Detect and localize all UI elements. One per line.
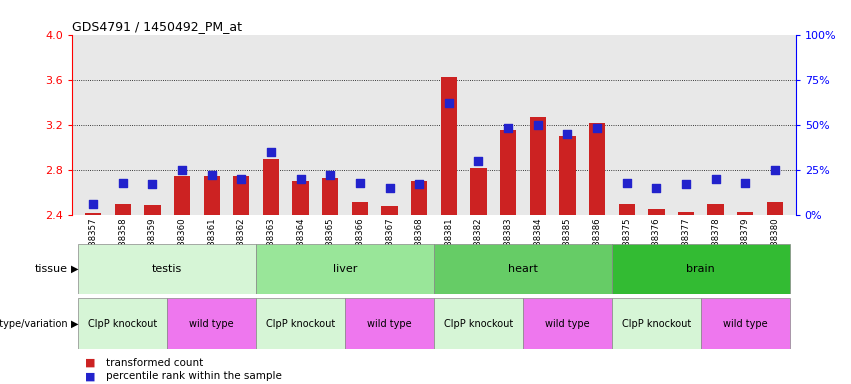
Point [561, 131, 574, 137]
Bar [322, 178, 339, 215]
Text: wild type: wild type [723, 318, 768, 329]
Point [591, 125, 604, 131]
Bar [411, 181, 427, 215]
Point [471, 158, 485, 164]
Bar [381, 206, 397, 215]
Bar [612, 244, 790, 294]
Bar [619, 204, 635, 215]
Text: ▶: ▶ [71, 318, 78, 329]
Bar [701, 298, 790, 349]
Text: heart: heart [508, 264, 538, 274]
Bar [256, 244, 434, 294]
Bar [500, 131, 517, 215]
Text: ClpP knockout: ClpP knockout [444, 318, 513, 329]
Point [531, 122, 545, 128]
Bar [85, 213, 101, 215]
Bar [78, 244, 256, 294]
Bar [434, 244, 612, 294]
Point [620, 179, 633, 185]
Bar [767, 202, 783, 215]
Point [442, 100, 455, 106]
Point [323, 172, 337, 179]
Bar [648, 209, 665, 215]
Text: liver: liver [333, 264, 357, 274]
Text: wild type: wild type [368, 318, 412, 329]
Bar [471, 168, 487, 215]
Point [383, 185, 397, 191]
Point [679, 181, 693, 187]
Bar [612, 298, 701, 349]
Bar [167, 298, 256, 349]
Bar [529, 117, 546, 215]
Bar [293, 181, 309, 215]
Text: ■: ■ [85, 358, 95, 368]
Bar [78, 298, 167, 349]
Point [501, 125, 515, 131]
Bar [233, 175, 249, 215]
Text: ■: ■ [85, 371, 95, 381]
Bar [434, 298, 523, 349]
Bar [203, 175, 220, 215]
Point [294, 176, 307, 182]
Point [649, 185, 663, 191]
Point [413, 181, 426, 187]
Bar [345, 298, 434, 349]
Text: testis: testis [152, 264, 182, 274]
Text: wild type: wild type [190, 318, 234, 329]
Text: brain: brain [687, 264, 715, 274]
Bar [263, 159, 279, 215]
Point [175, 167, 189, 173]
Bar [589, 122, 605, 215]
Bar [144, 205, 161, 215]
Point [205, 172, 219, 179]
Bar [523, 298, 612, 349]
Text: ClpP knockout: ClpP knockout [266, 318, 335, 329]
Bar [678, 212, 694, 215]
Text: tissue: tissue [35, 264, 68, 274]
Point [86, 201, 100, 207]
Text: percentile rank within the sample: percentile rank within the sample [106, 371, 283, 381]
Bar [115, 204, 131, 215]
Point [739, 179, 752, 185]
Bar [351, 202, 368, 215]
Bar [707, 204, 724, 215]
Bar [174, 175, 190, 215]
Bar [441, 78, 457, 215]
Point [116, 179, 129, 185]
Bar [737, 212, 753, 215]
Text: ClpP knockout: ClpP knockout [622, 318, 691, 329]
Bar [256, 298, 345, 349]
Bar [559, 136, 575, 215]
Point [709, 176, 722, 182]
Text: wild type: wild type [545, 318, 590, 329]
Text: ClpP knockout: ClpP knockout [89, 318, 157, 329]
Point [768, 167, 782, 173]
Point [353, 179, 367, 185]
Text: genotype/variation: genotype/variation [0, 318, 68, 329]
Text: transformed count: transformed count [106, 358, 203, 368]
Point [264, 149, 277, 155]
Text: ▶: ▶ [71, 264, 78, 274]
Point [146, 181, 159, 187]
Text: GDS4791 / 1450492_PM_at: GDS4791 / 1450492_PM_at [72, 20, 243, 33]
Point [235, 176, 248, 182]
